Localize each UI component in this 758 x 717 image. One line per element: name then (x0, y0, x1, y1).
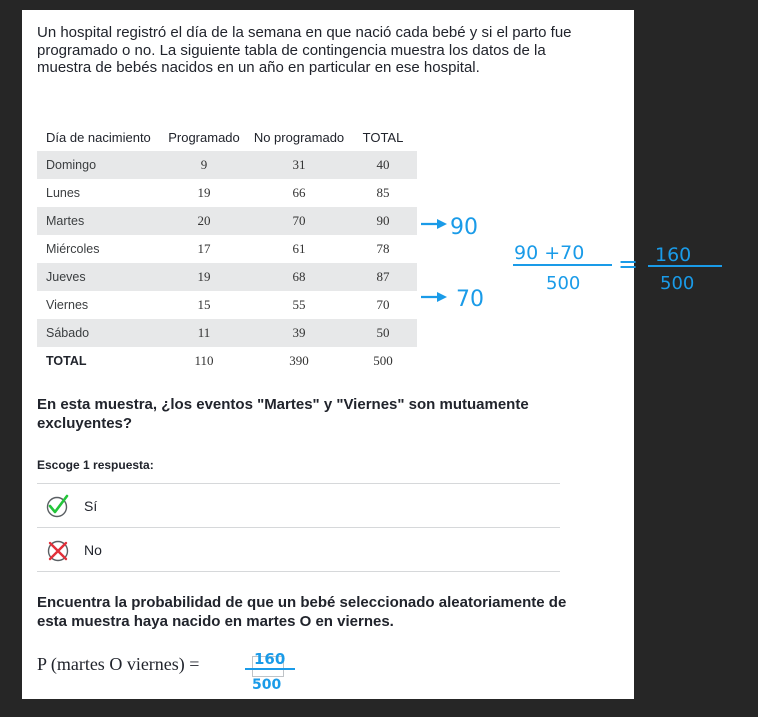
row-total: 500 (373, 353, 393, 368)
problem-prompt: Un hospital registró el día de la semana… (37, 24, 572, 76)
table-row: Jueves 19 68 87 (37, 263, 417, 291)
row-day: Lunes (46, 186, 81, 200)
row-no-programado: 66 (292, 185, 306, 200)
row-day: Sábado (37, 319, 159, 347)
header-day: Día de nacimiento (46, 129, 151, 145)
table-row: Domingo 9 31 40 (37, 151, 417, 179)
choice-si[interactable]: Sí (37, 483, 560, 527)
table-row: Miércoles 17 61 78 (37, 235, 417, 263)
header-total: TOTAL (362, 129, 404, 145)
row-total: 70 (376, 297, 390, 312)
row-programado: 110 (194, 353, 214, 368)
table-row: Martes 20 70 90 (37, 207, 417, 235)
choice-label: No (84, 541, 102, 558)
annotation-frac2-den: 500 (660, 273, 694, 294)
row-day: Jueves (37, 263, 159, 291)
row-no-programado: 39 (249, 319, 349, 347)
annotation-frac2-num: 160 (655, 244, 691, 266)
question-mutually-exclusive: En esta muestra, ¿los eventos "Martes" y… (37, 396, 529, 432)
row-day: Domingo (37, 151, 159, 179)
answer-input[interactable] (252, 656, 284, 677)
choice-label: Sí (84, 497, 98, 514)
row-day: TOTAL (46, 354, 87, 368)
contingency-table: Día de nacimiento Programado No programa… (37, 123, 417, 375)
row-total: 40 (349, 151, 417, 179)
table-row: Lunes 19 66 85 (37, 179, 417, 207)
table-total-row: TOTAL 110 390 500 (37, 347, 417, 375)
row-total: 85 (376, 185, 390, 200)
row-programado: 17 (197, 241, 211, 256)
answer-choices: Sí No (37, 483, 560, 572)
header-no-programado: No programado (253, 129, 345, 145)
row-no-programado: 55 (292, 297, 306, 312)
row-total: 90 (349, 207, 417, 235)
row-no-programado: 390 (289, 353, 309, 368)
exercise-panel: Un hospital registró el día de la semana… (22, 10, 634, 699)
row-programado: 15 (197, 297, 211, 312)
row-total: 50 (349, 319, 417, 347)
row-day: Martes (37, 207, 159, 235)
check-mark-icon (46, 494, 69, 518)
probability-formula: P (martes O viernes) = (37, 654, 200, 674)
row-no-programado: 61 (292, 241, 306, 256)
row-programado: 19 (159, 263, 249, 291)
row-programado: 9 (159, 151, 249, 179)
row-no-programado: 70 (249, 207, 349, 235)
row-programado: 19 (197, 185, 211, 200)
table-row: Viernes 15 55 70 (37, 291, 417, 319)
table-header-row: Día de nacimiento Programado No programa… (37, 123, 417, 151)
row-total: 78 (376, 241, 390, 256)
choice-no[interactable]: No (37, 527, 560, 572)
row-total: 87 (349, 263, 417, 291)
row-no-programado: 31 (249, 151, 349, 179)
choose-label: Escoge 1 respuesta: (37, 458, 154, 472)
row-programado: 11 (159, 319, 249, 347)
question-probability: Encuentra la probabilidad de que un bebé… (37, 594, 567, 630)
cross-mark-icon (47, 540, 69, 562)
row-day: Viernes (46, 298, 89, 312)
table-row: Sábado 11 39 50 (37, 319, 417, 347)
row-no-programado: 68 (249, 263, 349, 291)
row-day: Miércoles (46, 242, 100, 256)
row-programado: 20 (159, 207, 249, 235)
header-programado: Programado (168, 129, 240, 145)
